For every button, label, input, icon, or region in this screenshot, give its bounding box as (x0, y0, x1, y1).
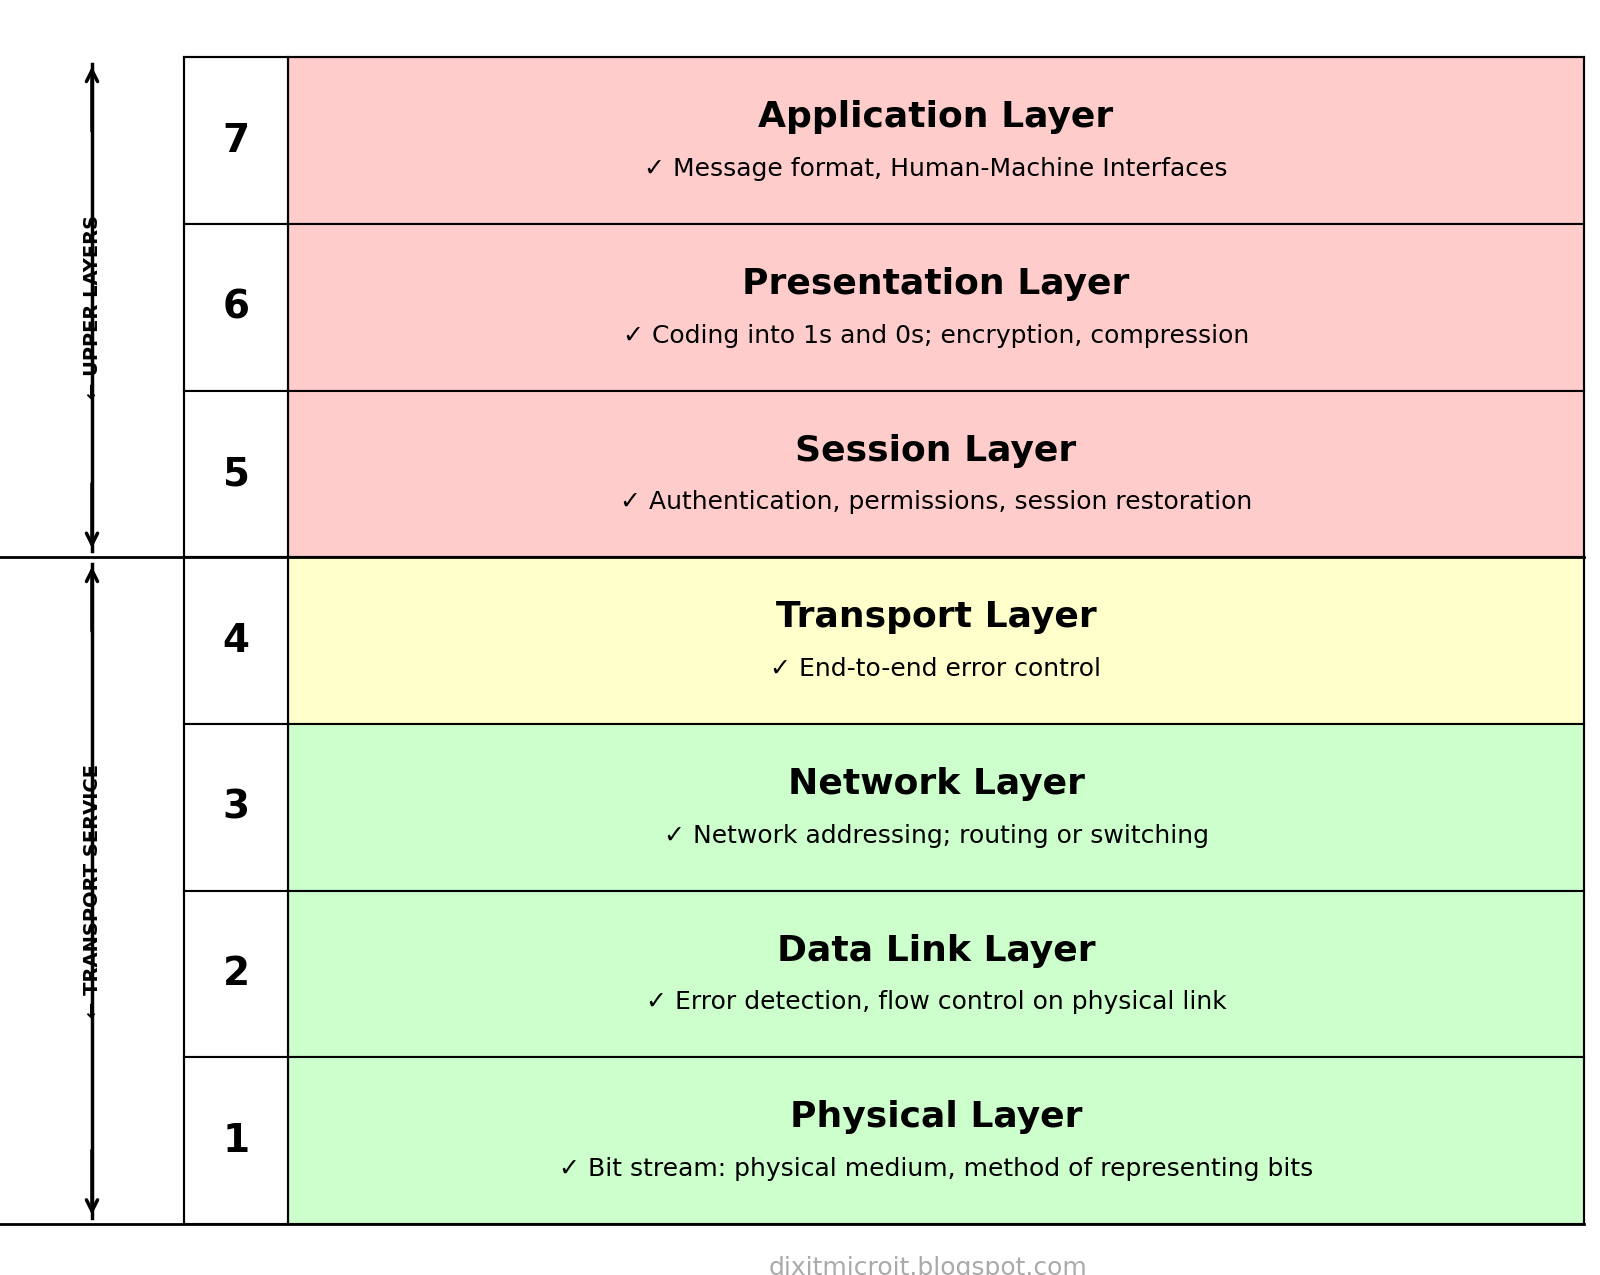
Text: 4: 4 (222, 622, 250, 659)
Text: Transport Layer: Transport Layer (776, 601, 1096, 635)
Bar (288, 390, 1584, 557)
Bar (288, 891, 1584, 1057)
Text: Application Layer: Application Layer (758, 101, 1114, 134)
Bar (184, 557, 288, 724)
Bar (184, 891, 288, 1057)
Text: Network Layer: Network Layer (787, 768, 1085, 801)
Bar (288, 557, 1584, 724)
Text: ✓ Bit stream: physical medium, method of representing bits: ✓ Bit stream: physical medium, method of… (558, 1156, 1314, 1181)
Bar (184, 724, 288, 891)
Bar (288, 224, 1584, 390)
Bar (184, 1057, 288, 1224)
Bar (184, 57, 288, 224)
Text: Data Link Layer: Data Link Layer (776, 933, 1096, 968)
Text: ✓ Authentication, permissions, session restoration: ✓ Authentication, permissions, session r… (619, 491, 1253, 514)
Text: 5: 5 (222, 455, 250, 493)
Bar (184, 390, 288, 557)
Text: Session Layer: Session Layer (795, 434, 1077, 468)
Bar (288, 1057, 1584, 1224)
Bar (184, 224, 288, 390)
Text: 1: 1 (222, 1122, 250, 1160)
Text: ✓ Network addressing; routing or switching: ✓ Network addressing; routing or switchi… (664, 824, 1208, 848)
Text: ✓ Message format, Human-Machine Interfaces: ✓ Message format, Human-Machine Interfac… (645, 157, 1227, 181)
Text: 6: 6 (222, 288, 250, 326)
Text: ✓ End-to-end error control: ✓ End-to-end error control (771, 657, 1101, 681)
Text: ✓ Error detection, flow control on physical link: ✓ Error detection, flow control on physi… (646, 991, 1226, 1015)
Text: ← UPPER LAYERS: ← UPPER LAYERS (83, 215, 101, 399)
Text: 7: 7 (222, 121, 250, 159)
Bar (288, 57, 1584, 224)
Text: dixitmicroit.blogspot.com: dixitmicroit.blogspot.com (768, 1256, 1088, 1275)
Text: ✓ Coding into 1s and 0s; encryption, compression: ✓ Coding into 1s and 0s; encryption, com… (622, 324, 1250, 348)
Bar (288, 724, 1584, 891)
Text: Presentation Layer: Presentation Layer (742, 266, 1130, 301)
Text: Physical Layer: Physical Layer (790, 1100, 1082, 1135)
Text: 3: 3 (222, 788, 250, 826)
Text: 2: 2 (222, 955, 250, 993)
Text: ← TRANSPORT SERVICE: ← TRANSPORT SERVICE (83, 764, 101, 1017)
